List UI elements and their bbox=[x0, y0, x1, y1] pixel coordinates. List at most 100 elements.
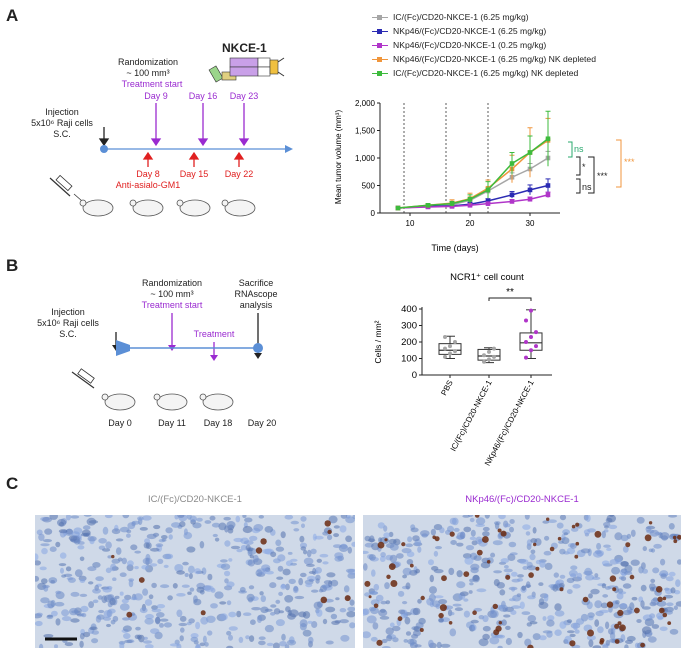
injection-cells-label: 5x10⁶ Raji cells bbox=[31, 118, 93, 128]
data-point bbox=[527, 187, 533, 193]
treatment-day-3: Day 23 bbox=[230, 91, 259, 101]
tissue-texture bbox=[35, 515, 355, 648]
data-point bbox=[482, 353, 486, 358]
significance-label: *** bbox=[624, 157, 635, 167]
treatment-start-label: Treatment start bbox=[122, 79, 183, 89]
line-chart-axes: 0 500 1,000 1,500 2,000 10 20 30 bbox=[355, 99, 560, 228]
data-point bbox=[485, 187, 491, 193]
depletion-day-1: Day 8 bbox=[136, 169, 160, 179]
y-axis-label: Cells / mm² bbox=[373, 320, 383, 363]
legend-marker bbox=[372, 55, 388, 63]
legend-marker bbox=[372, 27, 388, 35]
data-point bbox=[492, 354, 496, 359]
injection-route-label: S.C. bbox=[59, 329, 77, 339]
injection-label: Injection bbox=[45, 107, 79, 117]
data-point bbox=[534, 330, 538, 335]
day-label: Day 18 bbox=[204, 418, 233, 428]
data-point bbox=[453, 349, 457, 354]
data-point bbox=[524, 340, 528, 344]
box-plot-title: NCR1⁺ cell count bbox=[450, 272, 524, 283]
significance-bracket: ** bbox=[488, 287, 532, 301]
depletion-day-2: Day 15 bbox=[180, 169, 209, 179]
x-tick-label: PBS bbox=[439, 379, 454, 397]
legend-label: NKp46/(Fc)/CD20-NKCE-1 (6.25 mg/kg) NK d… bbox=[393, 54, 596, 64]
data-point bbox=[529, 308, 533, 313]
significance-label: ** bbox=[506, 287, 514, 298]
rnascope-label: RNAscope bbox=[234, 289, 277, 299]
micrograph-right bbox=[363, 515, 681, 648]
day-label: Day 0 bbox=[108, 418, 132, 428]
legend-marker bbox=[372, 41, 388, 49]
y-tick-label: 0 bbox=[371, 209, 376, 218]
significance-label: *** bbox=[597, 171, 608, 181]
x-tick-label: 30 bbox=[526, 219, 535, 228]
data-point bbox=[529, 348, 533, 353]
panel-b-schematic: Randomization ~ 100 mm³ Treatment start … bbox=[37, 278, 277, 428]
volume-label: ~ 100 mm³ bbox=[126, 68, 169, 78]
data-point bbox=[545, 136, 551, 142]
data-point bbox=[482, 359, 486, 364]
depletion-arrows bbox=[142, 151, 245, 167]
significance-label: ns bbox=[574, 144, 584, 154]
data-point bbox=[448, 344, 452, 349]
line-chart-series bbox=[395, 110, 551, 211]
x-tick-label: IC/(Fc)/CD20-NKCE-1 bbox=[449, 378, 494, 453]
y-tick-label: 200 bbox=[401, 337, 417, 348]
data-point bbox=[524, 318, 528, 323]
tumor-volume-line-chart: 0 500 1,000 1,500 2,000 10 20 30 Time (days) Me… bbox=[334, 99, 635, 253]
data-point bbox=[527, 196, 533, 202]
panel-a-schematic: NKCE-1 Randomization ~ 100 mm³ Treatment… bbox=[31, 41, 293, 217]
y-tick-label: 1,500 bbox=[355, 127, 376, 136]
data-point bbox=[449, 201, 455, 206]
data-point bbox=[487, 349, 491, 354]
data-point bbox=[395, 205, 401, 211]
data-point bbox=[443, 335, 447, 340]
analysis-label: analysis bbox=[240, 300, 273, 310]
significance-label: * bbox=[582, 162, 586, 172]
series-line bbox=[397, 138, 549, 209]
legend-label: IC/(Fc)/CD20-NKCE-1 (6.25 mg/kg) bbox=[393, 12, 529, 22]
injection-cells-label: 5x10⁶ Raji cells bbox=[37, 318, 99, 328]
y-tick-label: 500 bbox=[362, 182, 376, 191]
data-point bbox=[509, 199, 515, 204]
legend-item-nkp46-0-25: NKp46/(Fc)/CD20-NKCE-1 (0.25 mg/kg) bbox=[372, 38, 596, 52]
chart-legend: IC/(Fc)/CD20-NKCE-1 (6.25 mg/kg) NKp46/(… bbox=[372, 10, 596, 80]
data-point bbox=[485, 198, 491, 204]
data-point bbox=[492, 346, 496, 351]
data-point bbox=[509, 161, 515, 166]
tissue-texture bbox=[363, 515, 681, 648]
legend-label: NKp46/(Fc)/CD20-NKCE-1 (0.25 mg/kg) bbox=[393, 40, 547, 50]
micrograph-title-left: IC/(Fc)/CD20-NKCE-1 bbox=[148, 494, 242, 505]
data-point bbox=[467, 196, 473, 202]
nkce-construct-icon bbox=[208, 57, 285, 83]
legend-marker bbox=[372, 69, 388, 77]
ncr1-box-plot: NCR1⁺ cell count Cells / mm² 0 100 200 300 4… bbox=[373, 272, 552, 467]
x-tick-label: 20 bbox=[466, 219, 475, 228]
construct-label: NKCE-1 bbox=[222, 41, 267, 55]
x-tick-label: 10 bbox=[406, 219, 415, 228]
data-point bbox=[448, 351, 452, 356]
data-point bbox=[443, 354, 447, 359]
mouse-icons bbox=[101, 393, 234, 411]
legend-item-nkp46-6-25: NKp46/(Fc)/CD20-NKCE-1 (6.25 mg/kg) bbox=[372, 24, 596, 38]
data-point bbox=[453, 340, 457, 344]
legend-marker bbox=[372, 13, 388, 21]
volume-label: ~ 100 mm³ bbox=[150, 289, 193, 299]
timeline-axis bbox=[100, 145, 293, 153]
randomization-label: Randomization bbox=[142, 278, 202, 288]
treatment-start-label: Treatment start bbox=[142, 300, 203, 310]
data-point bbox=[485, 201, 491, 206]
y-tick-label: 400 bbox=[401, 304, 417, 315]
y-tick-label: 300 bbox=[401, 321, 417, 332]
panel-letter-c: C bbox=[6, 474, 19, 493]
day-label: Day 20 bbox=[248, 418, 277, 428]
data-point bbox=[487, 357, 491, 362]
timeline-arrows bbox=[112, 313, 262, 361]
treatment-label: Treatment bbox=[194, 329, 235, 339]
sacrifice-label: Sacrifice bbox=[239, 278, 274, 288]
day-label: Day 11 bbox=[158, 418, 186, 428]
y-tick-label: 0 bbox=[412, 370, 417, 381]
data-point bbox=[527, 150, 533, 155]
panel-letter-a: A bbox=[6, 6, 19, 25]
data-point bbox=[524, 355, 528, 360]
